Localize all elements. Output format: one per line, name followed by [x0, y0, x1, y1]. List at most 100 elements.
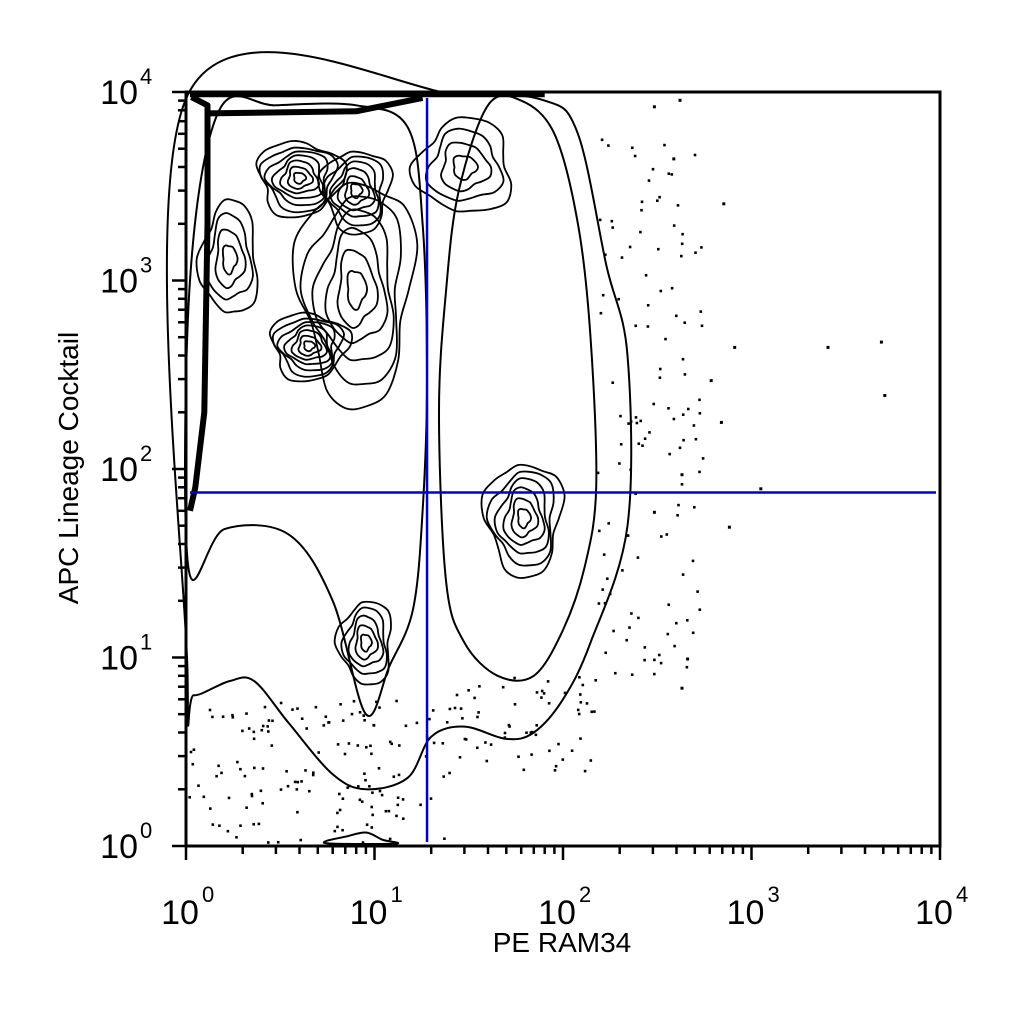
outlier-dot: [267, 841, 270, 844]
x-axis: 10 0 10 1 10 2 10 3 10 4: [161, 846, 968, 932]
outlier-dot: [300, 780, 303, 783]
y-tick-label: 10: [100, 640, 138, 678]
outlier-dot: [618, 462, 621, 465]
outlier-dot: [637, 442, 641, 445]
outlier-dot: [621, 569, 624, 572]
outlier-dot: [570, 749, 574, 752]
outlier-dot: [639, 419, 642, 423]
outlier-dot: [356, 744, 360, 747]
contour-line: [340, 606, 388, 675]
outlier-dot: [553, 769, 557, 772]
outlier-dot: [593, 710, 596, 713]
outlier-dot: [396, 803, 400, 807]
outlier-dot: [659, 289, 663, 293]
x-tick-label: 10: [727, 894, 765, 932]
outlier-dot: [361, 841, 365, 844]
x-tick-label: 10: [350, 894, 388, 932]
outlier-dot: [659, 367, 662, 371]
outlier-dot: [733, 345, 737, 349]
contour-line: [195, 198, 259, 314]
outlier-dot: [585, 702, 589, 705]
outlier-dot: [327, 721, 331, 724]
contour-line: [354, 624, 379, 661]
contour-line: [293, 171, 308, 185]
outlier-dot: [597, 602, 601, 605]
outlier-dot: [317, 751, 320, 754]
outlier-dot: [396, 796, 400, 799]
outlier-dot: [322, 724, 326, 727]
outlier-dot: [314, 705, 318, 709]
outlier-dot: [598, 218, 602, 222]
y-tick-label: 10: [100, 451, 138, 489]
contour-line: [299, 195, 402, 386]
outlier-dot: [476, 715, 479, 719]
outlier-dot: [445, 721, 449, 724]
outlier-dot: [677, 503, 680, 507]
contour-line: [286, 165, 314, 190]
contour-line: [303, 340, 317, 353]
outlier-dot: [443, 837, 446, 840]
outlier-dot: [338, 808, 342, 812]
outlier-dot: [678, 446, 682, 450]
outlier-dot: [352, 699, 356, 703]
outlier-dot: [489, 743, 493, 746]
outlier-dot: [402, 817, 405, 820]
outlier-dot: [295, 788, 299, 791]
x-tick-label-exponent: 1: [391, 882, 403, 907]
outlier-dot: [431, 709, 435, 712]
contour-line: [347, 614, 385, 668]
outlier-dot: [279, 788, 283, 791]
outlier-dot: [348, 784, 351, 788]
outlier-dot: [231, 716, 235, 719]
outlier-dot: [341, 828, 344, 832]
contour-line: [329, 160, 380, 218]
outlier-dot: [461, 717, 464, 720]
outlier-dot: [683, 373, 687, 376]
outlier-dot: [614, 671, 617, 675]
contour-line: [297, 334, 323, 357]
outlier-dot: [517, 755, 520, 758]
outlier-dot: [629, 420, 633, 423]
outlier-dot: [388, 837, 392, 841]
outlier-dot: [358, 711, 362, 714]
outlier-dot: [656, 199, 659, 202]
outlier-dot: [698, 608, 702, 611]
outlier-dot: [675, 314, 678, 318]
outlier-dot: [620, 256, 624, 259]
outlier-dot: [548, 749, 551, 753]
contour-line: [221, 244, 239, 276]
outlier-dot: [245, 712, 248, 715]
outlier-dot: [211, 823, 215, 826]
outlier-dot: [685, 665, 689, 669]
outlier-dot: [601, 588, 604, 591]
outlier-dot: [680, 686, 684, 690]
outlier-dot: [691, 631, 695, 635]
outlier-dot: [680, 473, 684, 477]
outlier-dot: [540, 689, 544, 693]
outlier-dot: [639, 230, 642, 234]
outlier-dot: [252, 730, 256, 734]
outlier-dot: [640, 200, 644, 204]
outlier-dot: [300, 717, 304, 720]
outlier-dot: [293, 780, 297, 784]
outlier-dot: [252, 823, 255, 826]
outlier-dot: [698, 412, 702, 415]
outlier-dot: [395, 699, 398, 703]
contour-line: [485, 470, 555, 567]
outlier-dot: [525, 731, 528, 734]
outlier-dot: [191, 762, 195, 766]
outlier-dot: [603, 601, 607, 605]
outlier-dot: [305, 727, 308, 730]
outlier-dot: [646, 325, 650, 328]
outlier-dot: [404, 724, 408, 728]
dense-edge-contour: [207, 94, 424, 117]
outlier-dot: [363, 772, 366, 775]
outlier-dot: [260, 728, 264, 732]
outlier-dot: [453, 706, 457, 710]
outlier-dot: [336, 825, 339, 829]
outlier-dot: [261, 767, 265, 770]
contour-line: [344, 175, 371, 206]
outlier-dot: [628, 245, 632, 249]
outlier-dot: [579, 701, 583, 704]
